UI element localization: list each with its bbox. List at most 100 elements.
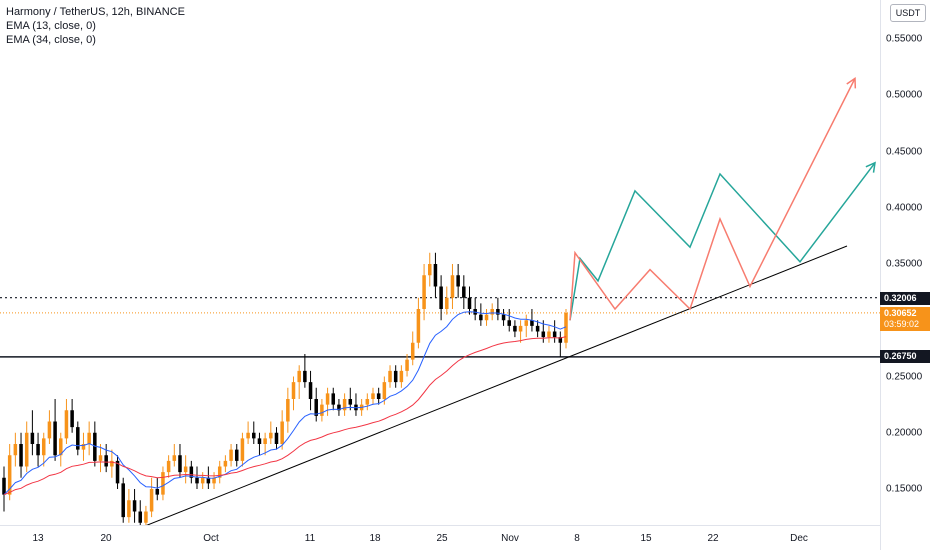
candle-body <box>558 337 563 343</box>
y-tick-label: 0.35000 <box>886 258 923 270</box>
ema34-line <box>3 336 567 496</box>
candle-body <box>47 421 52 439</box>
candle-body <box>87 432 91 444</box>
candle-body <box>53 421 57 456</box>
y-tick-label: 0.55000 <box>886 33 923 45</box>
candle-body <box>13 444 18 456</box>
candle-body <box>507 320 511 326</box>
candle-body <box>64 410 69 439</box>
candle-body <box>450 275 455 298</box>
candle-body <box>456 275 460 287</box>
candle-body <box>291 382 296 399</box>
time-axis[interactable] <box>0 525 880 551</box>
candle-body <box>422 275 426 309</box>
legend-ema34: EMA (34, close, 0) <box>6 34 96 46</box>
candle-body <box>303 370 307 383</box>
x-tick-label: Nov <box>501 533 519 544</box>
x-tick-label: 22 <box>707 533 719 544</box>
x-tick-label: 25 <box>436 533 448 544</box>
y-tick-label: 0.15000 <box>886 483 923 495</box>
price-axis[interactable] <box>880 0 932 550</box>
candle-body <box>547 331 551 338</box>
candle-body <box>76 427 80 450</box>
y-tick-label: 0.45000 <box>886 146 923 157</box>
candle-body <box>365 399 370 405</box>
candle-body <box>189 466 194 478</box>
candle-body <box>331 393 336 405</box>
candle-body <box>337 404 341 411</box>
resistance-price-label: 0.32006 <box>880 292 930 305</box>
candle-body <box>70 410 74 428</box>
candle-body <box>212 477 216 484</box>
projection-path-red <box>569 78 856 321</box>
candle-body <box>314 399 318 416</box>
candle-body <box>564 312 568 343</box>
candle-body <box>280 421 284 444</box>
candle-body <box>439 286 443 309</box>
x-tick-label: Oct <box>203 533 219 544</box>
legend-title: Harmony / TetherUS, 12h, BINANCE <box>6 6 185 18</box>
candle-body <box>127 500 131 518</box>
projection-arrowhead-teal <box>865 161 876 173</box>
candle-body <box>240 438 245 461</box>
candle-body <box>393 370 398 383</box>
current-price-label: 0.30652 03:59:02 <box>880 307 930 331</box>
candle-body <box>427 264 432 276</box>
ascending-trendline <box>146 245 848 525</box>
candle-body <box>490 309 494 315</box>
candle-body <box>234 449 239 461</box>
current-price-value: 0.30652 <box>884 308 917 318</box>
candle-body <box>41 438 46 456</box>
x-tick-label: Dec <box>790 533 808 544</box>
chart-area[interactable] <box>0 0 880 525</box>
candle-body <box>416 309 421 343</box>
x-tick-label: 20 <box>100 533 112 544</box>
projection-path-teal <box>569 162 876 321</box>
candle-body <box>229 449 233 461</box>
y-tick-label: 0.40000 <box>886 202 923 214</box>
candle-body <box>376 393 381 399</box>
candle-body <box>19 444 23 467</box>
candle-body <box>371 393 375 399</box>
candle-body <box>24 432 29 467</box>
candle-body <box>144 511 148 523</box>
candle-body <box>155 489 160 495</box>
candle-body <box>252 432 256 439</box>
candle-body <box>462 286 466 298</box>
candle-body <box>382 382 387 399</box>
candle-body <box>320 404 324 416</box>
x-tick-label: 18 <box>369 533 381 544</box>
candle-body <box>115 460 120 484</box>
candle-body <box>530 320 534 326</box>
candle-body <box>541 331 546 338</box>
candle-body <box>399 370 404 383</box>
chart-legend: Harmony / TetherUS, 12h, BINANCE EMA (13… <box>6 5 185 47</box>
candle-body <box>98 455 103 461</box>
candle-body <box>501 314 506 321</box>
countdown-timer: 03:59:02 <box>884 319 920 329</box>
currency-button[interactable]: USDT <box>890 4 926 22</box>
chart-svg[interactable] <box>0 0 880 525</box>
candle-body <box>263 438 267 444</box>
candle-body <box>308 382 313 399</box>
candle-body <box>110 460 114 467</box>
candle-body <box>467 297 472 309</box>
candle-body <box>161 472 165 495</box>
candle-body <box>496 309 500 315</box>
candle-body <box>183 466 188 473</box>
x-tick-label: 8 <box>574 533 580 544</box>
candle-body <box>59 438 63 456</box>
candle-body <box>206 477 211 484</box>
candle-body <box>217 466 222 478</box>
candle-body <box>36 444 40 456</box>
candle-body <box>433 264 438 287</box>
candle-body <box>93 432 97 461</box>
y-tick-label: 0.25000 <box>886 371 923 382</box>
candle-body <box>518 325 523 332</box>
projection-arrowhead-red <box>846 76 857 89</box>
candle-body <box>410 342 415 360</box>
x-tick-label: 11 <box>304 533 316 544</box>
candle-body <box>138 511 143 523</box>
y-tick-label: 0.20000 <box>886 427 923 439</box>
candle-body <box>348 399 353 405</box>
